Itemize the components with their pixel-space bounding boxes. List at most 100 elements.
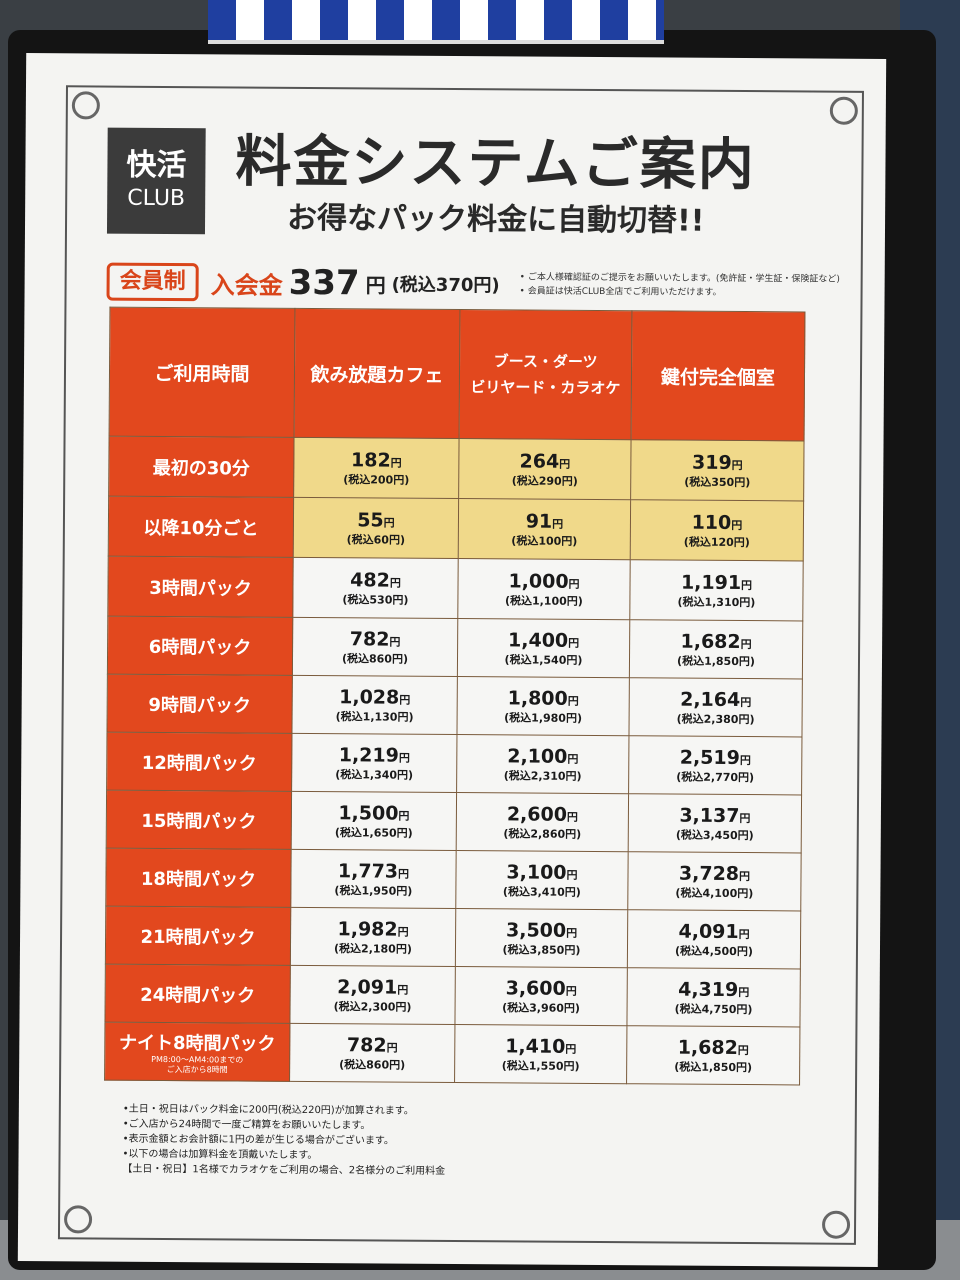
price-tax: (税込1,540円) [504,652,583,667]
price-value: 1,682円 [627,1036,799,1061]
table-row: 24時間パック 2,091円 (税込2,300円) 3,600円 (税込3,960円) 4… [104,964,801,1027]
row-label-text: 3時間パック [149,577,252,600]
table-row: 6時間パック 782円 (税込860円) 1,400円 (税込1,540円) 1,682円… [107,616,803,679]
row-label: 3時間パック [107,556,294,618]
table-row: 以降10分ごと 55円 (税込60円) 91円 (税込100円) 110円 (税込120円) [108,496,804,561]
price-unit: 円 [738,927,750,941]
membership-note: • 会員証は快活CLUB全店でご利用いただけます。 [519,286,722,298]
checkered-tape [208,0,664,44]
price-tax: (税込2,860円) [503,826,582,841]
price-cell: 110円 (税込120円) [630,499,804,561]
price-value: 3,728円 [628,862,800,887]
corner-ornament [71,91,100,120]
price-unit: 円 [398,867,410,881]
price-value: 1,410円 [455,1034,626,1060]
price-number: 782 [346,1033,387,1057]
price-number: 782 [349,627,390,651]
table-header-row: ご利用時間 飲み放題カフェ ブース・ダーツ ビリヤード・カラオケ 鍵付完全個室 [109,307,805,441]
price-unit: 円 [567,752,579,766]
price-unit: 円 [397,925,409,939]
price-cell: 1,773円 (税込1,950円) [290,849,457,909]
price-value: 2,600円 [457,803,628,828]
table-row: 12時間パック 1,219円 (税込1,340円) 2,100円 (税込2,310円) 2… [106,732,802,795]
price-value: 1,400円 [458,628,629,654]
footer-notes: •土日・祝日はパック料金に200円(税込220円)が加算されます。 •ご入店から… [122,1102,445,1179]
price-cell: 2,519円 (税込2,770円) [628,735,802,795]
price-number: 1,410 [505,1034,566,1058]
price-unit: 円 [568,577,580,591]
row-label-text: 9時間パック [148,694,252,717]
price-number: 1,191 [680,571,742,594]
row-label: 24時間パック [104,964,291,1024]
price-cell: 2,164円 (税込2,380円) [628,677,803,737]
price-unit: 円 [389,576,401,590]
price-number: 2,164 [680,688,741,711]
price-number: 2,519 [679,746,740,769]
price-tax: (税込3,450円) [675,828,754,842]
entry-fee-label: 入会金 [210,270,283,300]
price-tax: (税込1,550円) [501,1058,580,1073]
price-number: 110 [691,511,732,534]
price-cell: 2,100円 (税込2,310円) [456,734,629,794]
price-tax: (税込3,410円) [502,884,581,899]
membership-info: 会員制 入会金 337 円 (税込370円) [106,262,500,305]
price-cell: 3,137円 (税込3,450円) [628,793,802,853]
price-cell: 55円 (税込60円) [293,497,459,559]
row-label-text: 24時間パック [140,984,256,1007]
price-cell: 1,000円 (税込1,100円) [457,558,631,620]
price-tax: (税込1,980円) [504,710,583,725]
price-value: 1,982円 [291,918,455,942]
price-value: 482円 [293,569,457,593]
price-unit: 円 [567,694,579,708]
price-cell: 2,091円 (税込2,300円) [289,965,456,1025]
price-number: 1,219 [338,743,399,767]
price-value: 782円 [293,628,457,652]
header-booth: ブース・ダーツ ビリヤード・カラオケ [459,309,632,440]
price-tax: (税込350円) [684,475,751,489]
price-value: 182円 [294,449,458,473]
price-cell: 4,319円 (税込4,750円) [626,967,801,1027]
price-number: 3,600 [505,976,566,1000]
price-value: 319円 [631,451,803,476]
header-time: ご利用時間 [109,307,295,438]
price-tax: (税込1,100円) [504,593,583,608]
price-unit: 円 [398,751,410,765]
price-number: 1,982 [337,917,398,941]
price-tax: (税込1,650円) [334,825,413,840]
corner-ornament [829,96,858,125]
price-number: 1,400 [508,628,569,652]
price-cell: 1,800円 (税込1,980円) [456,676,630,736]
price-number: 3,500 [505,918,567,942]
price-unit: 円 [737,1043,749,1057]
price-value: 1,773円 [291,860,455,884]
price-cell: 1,028円 (税込1,130円) [291,675,458,735]
price-cell: 1,682円 (税込1,850円) [626,1025,800,1085]
price-table-body: 最初の30分 182円 (税込200円) 264円 (税込290円) 319円 (税込350… [104,436,805,1085]
price-tax: (税込100円) [511,533,578,548]
price-value: 264円 [459,450,630,475]
entry-fee-unit: 円 [365,272,386,298]
table-row: 18時間パック 1,773円 (税込1,950円) 3,100円 (税込3,410円) 3… [105,848,802,911]
price-value: 1,000円 [458,570,629,595]
price-cell: 1,982円 (税込2,180円) [290,907,456,967]
price-cell: 4,091円 (税込4,500円) [627,909,801,969]
price-cell: 1,500円 (税込1,650円) [291,791,457,851]
price-unit: 円 [397,983,409,997]
table-row: 21時間パック 1,982円 (税込2,180円) 3,500円 (税込3,850円) 4… [105,906,801,969]
price-value: 3,137円 [629,804,801,829]
price-unit: 円 [741,578,753,592]
table-row: ナイト8時間パック PM8:00〜AM4:00までの ご入店から8時間 782円 (税込… [104,1022,800,1085]
price-cell: 1,682円 (税込1,850円) [629,619,803,679]
price-tax: (税込60円) [346,532,406,547]
price-tax: (税込860円) [339,1057,406,1072]
price-cell: 1,410円 (税込1,550円) [454,1024,627,1084]
price-cell: 91円 (税込100円) [458,498,631,560]
table-row: 3時間パック 482円 (税込530円) 1,000円 (税込1,100円) 1,191円… [107,556,804,621]
price-cell: 182円 (税込200円) [293,437,460,499]
row-label: 15時間パック [106,790,292,850]
price-tax: (税込2,770円) [676,770,755,784]
row-label-text: 12時間パック [141,752,257,775]
price-unit: 円 [740,695,752,709]
price-tax: (税込4,100円) [675,886,754,900]
brand-logo: 快活 CLUB [106,127,206,235]
